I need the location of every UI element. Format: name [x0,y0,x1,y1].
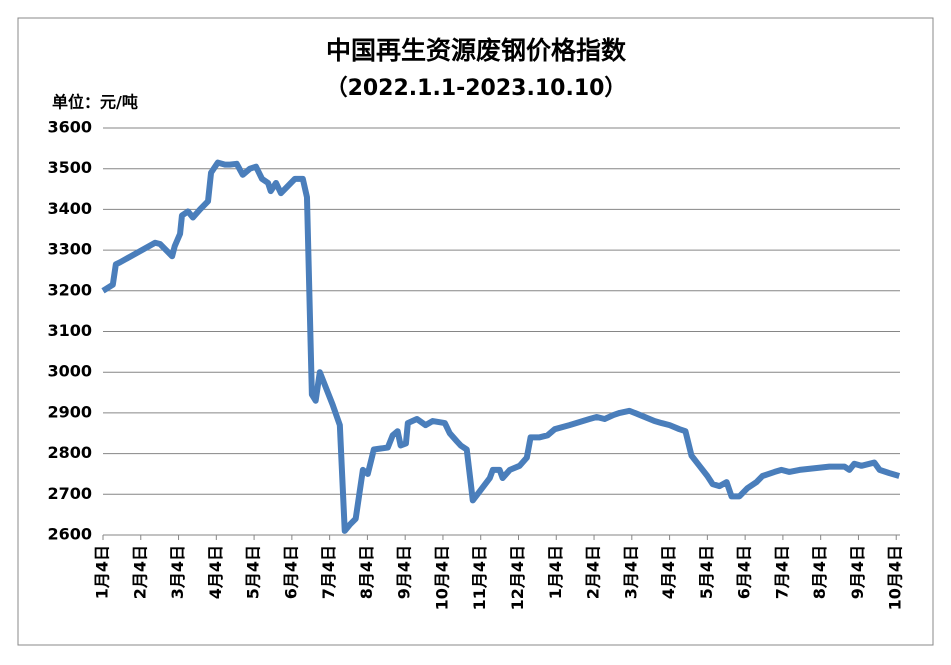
x-tick-label: 8月4日 [357,545,376,599]
x-tick-label: 1月4日 [93,545,112,599]
x-tick-label: 7月4日 [319,545,338,599]
x-tick-label: 12月4日 [508,545,527,610]
x-tick-label: 9月4日 [848,545,867,599]
y-tick-label: 3600 [47,118,92,137]
x-tick-label: 6月4日 [735,545,754,599]
x-tick-label: 2月4日 [584,545,603,599]
x-tick-label: 1月4日 [546,545,565,599]
x-tick-label: 9月4日 [395,545,414,599]
x-tick-label: 11月4日 [470,545,489,610]
x-tick-label: 5月4日 [244,545,263,599]
x-tick-label: 3月4日 [621,545,640,599]
y-tick-label: 3000 [47,362,92,381]
x-tick-label: 7月4日 [772,545,791,599]
x-tick-label: 8月4日 [810,545,829,599]
y-tick-label: 2600 [47,525,92,544]
y-tick-label: 3300 [47,240,92,259]
x-tick-label: 4月4日 [659,545,678,599]
y-axis-label: 单位：元/吨 [52,93,138,112]
x-tick-label: 4月4日 [206,545,225,599]
x-tick-label: 2月4日 [130,545,149,599]
y-tick-label: 3200 [47,280,92,299]
chart-title: 中国再生资源废钢价格指数 [326,36,627,65]
x-tick-label: 10月4日 [886,545,905,610]
y-tick-label: 2700 [47,484,92,503]
x-tick-label: 3月4日 [168,545,187,599]
y-tick-label: 2900 [47,402,92,421]
x-tick-label: 6月4日 [281,545,300,599]
x-tick-label: 5月4日 [697,545,716,599]
chart-subtitle: （2022.1.1-2023.10.10） [326,76,627,101]
data-line [101,159,901,534]
y-tick-label: 2800 [47,443,92,462]
y-tick-label: 3400 [47,199,92,218]
y-tick-label: 3500 [47,158,92,177]
x-tick-label: 10月4日 [432,545,451,610]
y-tick-label: 3100 [47,321,92,340]
